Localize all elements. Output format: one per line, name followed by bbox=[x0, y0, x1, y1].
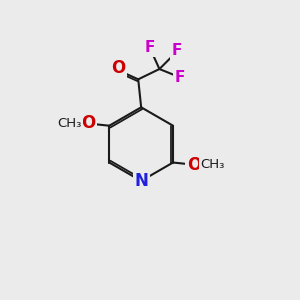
Text: F: F bbox=[171, 43, 182, 58]
Text: N: N bbox=[134, 172, 148, 190]
Text: O: O bbox=[111, 59, 125, 77]
Text: F: F bbox=[175, 70, 185, 86]
Text: CH₃: CH₃ bbox=[58, 117, 82, 130]
Text: O: O bbox=[187, 156, 201, 174]
Text: CH₃: CH₃ bbox=[200, 158, 225, 171]
Text: O: O bbox=[81, 114, 95, 132]
Text: F: F bbox=[145, 40, 155, 55]
